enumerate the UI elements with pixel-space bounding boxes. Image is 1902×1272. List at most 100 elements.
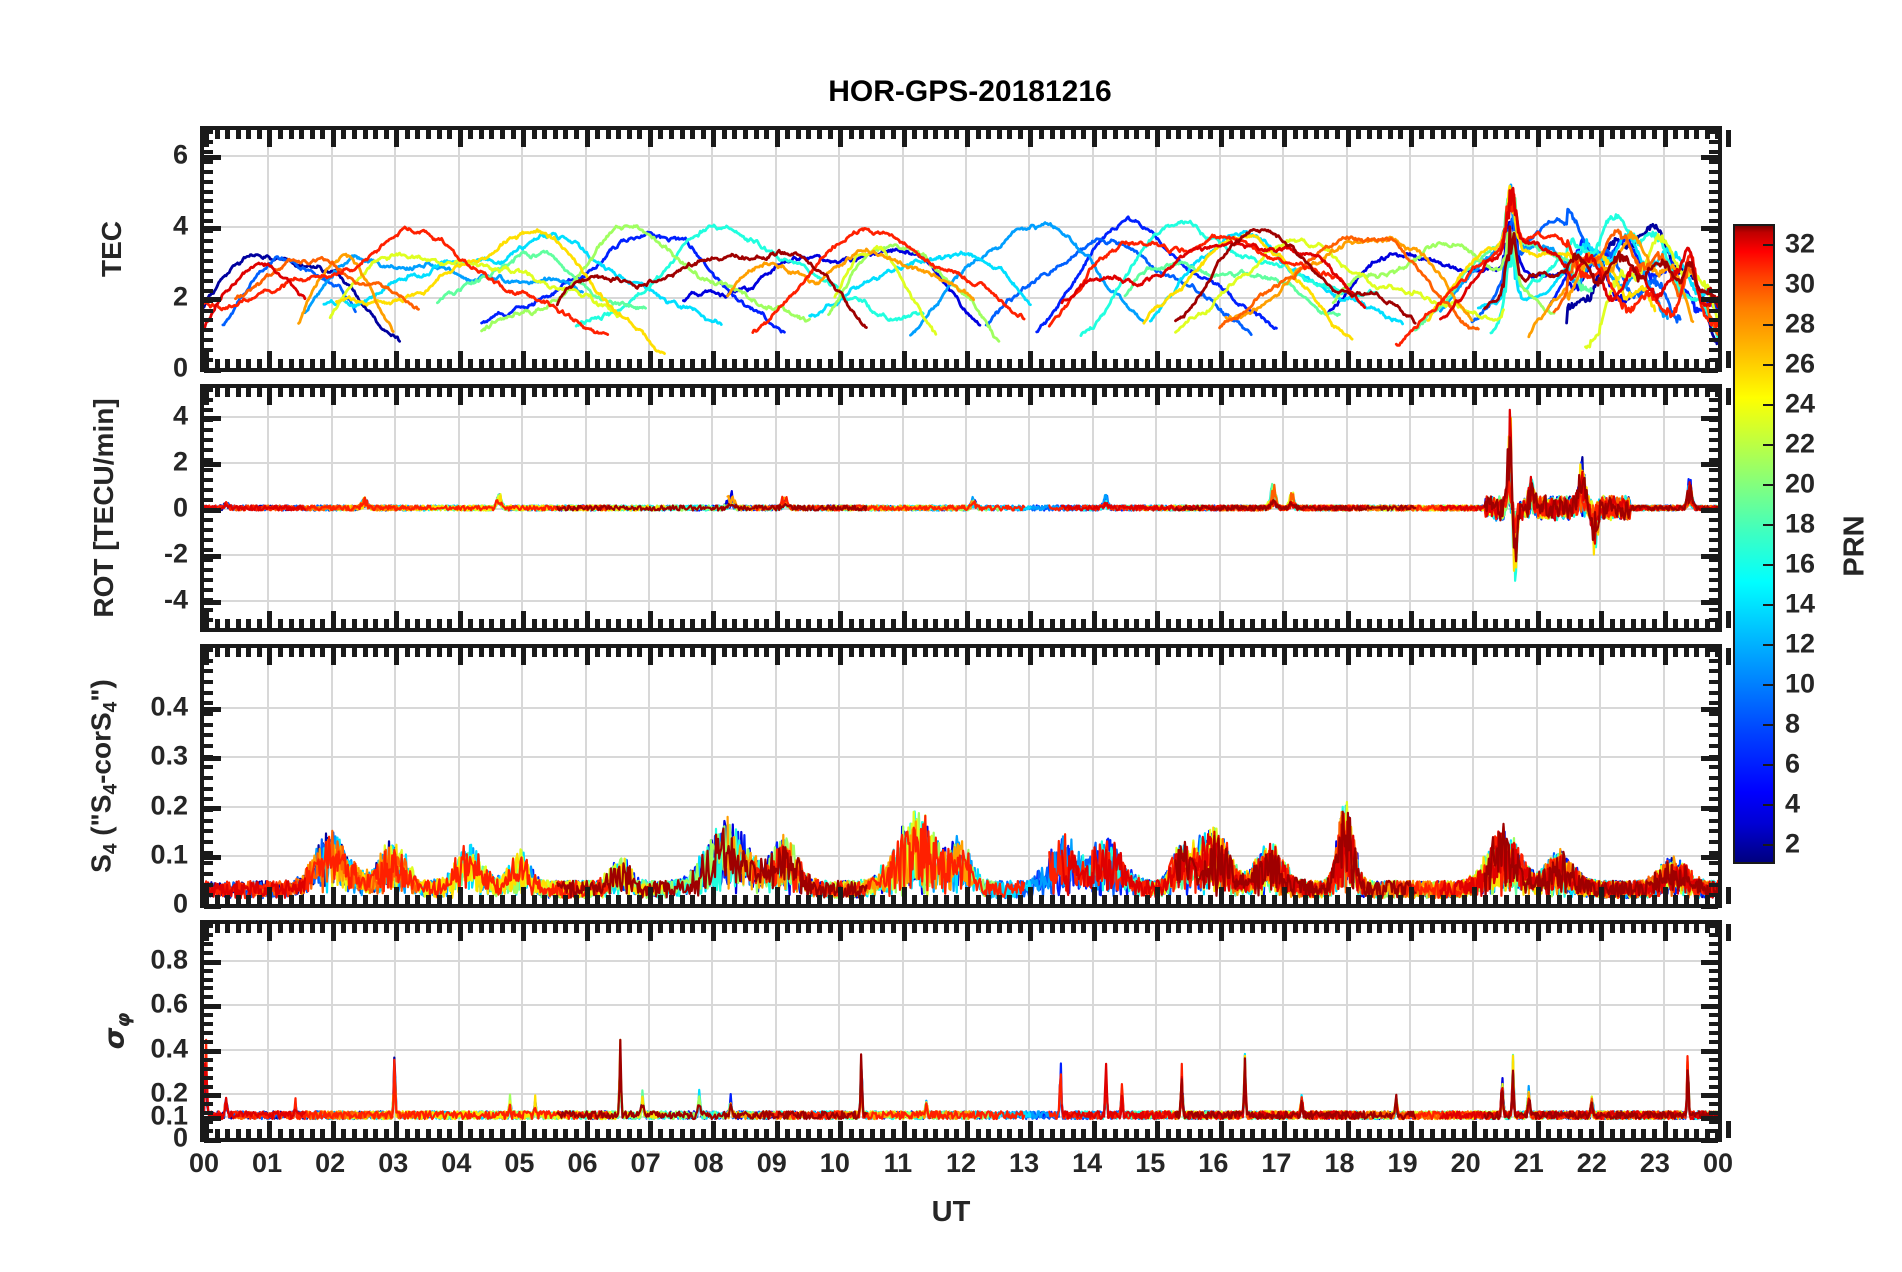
xtick-mark	[1176, 648, 1182, 657]
data-trace	[1142, 233, 1354, 341]
xtick-mark	[341, 895, 347, 904]
xtick-mark	[1567, 895, 1573, 904]
xtick-mark	[404, 1129, 410, 1138]
xtick-mark	[1652, 130, 1657, 139]
xtick-mark	[922, 619, 928, 628]
xtick-mark	[1324, 895, 1330, 904]
xtick-mark	[573, 1129, 579, 1138]
xtick-mark	[595, 895, 601, 904]
xtick-mark	[700, 924, 706, 933]
xtick-mark	[616, 359, 622, 368]
xtick-mark	[880, 359, 886, 368]
gridline-vertical	[1345, 130, 1348, 368]
xtick-mark	[1250, 388, 1256, 397]
ytick-mark	[204, 308, 213, 313]
xtick-mark	[743, 388, 749, 397]
xtick-mark	[1060, 359, 1066, 368]
xtick-mark	[827, 1129, 833, 1138]
xtick-mark	[626, 619, 632, 628]
xtick-mark	[531, 619, 537, 628]
data-trace	[335, 1053, 666, 1121]
xtick-mark	[1324, 130, 1330, 139]
xtick-mark	[373, 619, 379, 628]
xtick-mark	[1197, 359, 1203, 368]
xtick-mark	[1588, 924, 1594, 933]
xtick-mark	[1451, 1129, 1457, 1138]
xtick-mark	[806, 619, 812, 628]
xtick-mark	[1112, 895, 1118, 904]
xtick-mark	[1038, 619, 1044, 628]
xtick-mark	[647, 130, 653, 147]
xtick-mark	[1514, 388, 1520, 397]
xtick-mark	[1112, 388, 1118, 397]
xtick-mark	[806, 388, 812, 397]
xtick-mark	[1239, 130, 1245, 139]
xtick-mark	[1123, 1129, 1129, 1138]
xtick-mark	[912, 388, 918, 397]
ytick-mark	[204, 861, 213, 866]
xtick-mark	[1472, 648, 1478, 665]
data-trace	[984, 237, 1253, 337]
xtick-mark	[806, 359, 812, 368]
ytick-mark-major	[204, 1093, 221, 1099]
xtick-mark	[1186, 1129, 1192, 1138]
ytick-mark	[204, 598, 213, 602]
xtick-mark	[1081, 895, 1087, 904]
data-trace	[751, 814, 1026, 899]
ytick-mark	[204, 1066, 213, 1071]
xtick-mark	[1218, 924, 1224, 941]
xtick-mark	[521, 1121, 527, 1138]
ytick-mark	[1709, 288, 1718, 293]
xtick-mark	[626, 895, 632, 904]
xtick-mark	[1715, 895, 1721, 904]
xtick-label: 05	[504, 1148, 535, 1178]
xtick-mark	[605, 619, 611, 628]
xtick-mark	[573, 388, 579, 397]
xtick-mark	[235, 359, 241, 368]
ytick-mark-major	[204, 225, 221, 231]
xtick-mark	[975, 619, 981, 628]
xtick-mark	[404, 619, 410, 628]
data-trace	[435, 249, 648, 311]
xtick-mark	[1028, 887, 1034, 904]
ytick-mark	[204, 249, 213, 253]
colorbar-tick-label: 26	[1785, 348, 1816, 379]
xtick-mark	[848, 619, 854, 628]
xtick-label: 09	[756, 1148, 787, 1178]
ytick-mark	[204, 498, 213, 502]
xtick-mark	[647, 924, 653, 941]
xtick-mark	[1250, 619, 1256, 628]
xtick-mark	[1578, 130, 1584, 139]
gridline-vertical	[1155, 648, 1158, 904]
xtick-mark	[1345, 611, 1351, 628]
series-layer-rot	[204, 408, 1718, 582]
xtick-mark	[1630, 1129, 1636, 1138]
xtick-mark	[1197, 130, 1203, 139]
xtick-mark	[1239, 359, 1245, 368]
gridline-vertical	[394, 924, 397, 1138]
xtick-mark	[1049, 1129, 1055, 1138]
xtick-mark	[711, 130, 717, 147]
data-trace	[1047, 233, 1354, 328]
xtick-mark	[1282, 924, 1288, 941]
xtick-mark	[1123, 648, 1129, 657]
xtick-mark	[1482, 388, 1488, 397]
ytick-mark	[1709, 829, 1718, 834]
xtick-mark	[1176, 1129, 1182, 1138]
xtick-mark	[1345, 130, 1351, 147]
gridline-vertical	[774, 924, 777, 1138]
colorbar[interactable]	[1733, 224, 1775, 864]
xtick-mark	[838, 130, 844, 147]
xtick-mark	[774, 611, 780, 628]
data-trace	[1395, 1055, 1718, 1121]
ytick-mark-major	[204, 1115, 221, 1121]
xtick-mark	[489, 130, 495, 139]
xtick-mark	[1398, 359, 1404, 368]
xtick-mark	[1028, 130, 1034, 147]
xtick-mark	[1197, 648, 1203, 657]
xtick-mark	[1535, 648, 1541, 665]
xtick-mark	[1482, 359, 1488, 368]
xtick-mark	[1017, 1129, 1023, 1138]
xtick-mark	[658, 648, 664, 657]
xtick-mark	[1546, 619, 1552, 628]
